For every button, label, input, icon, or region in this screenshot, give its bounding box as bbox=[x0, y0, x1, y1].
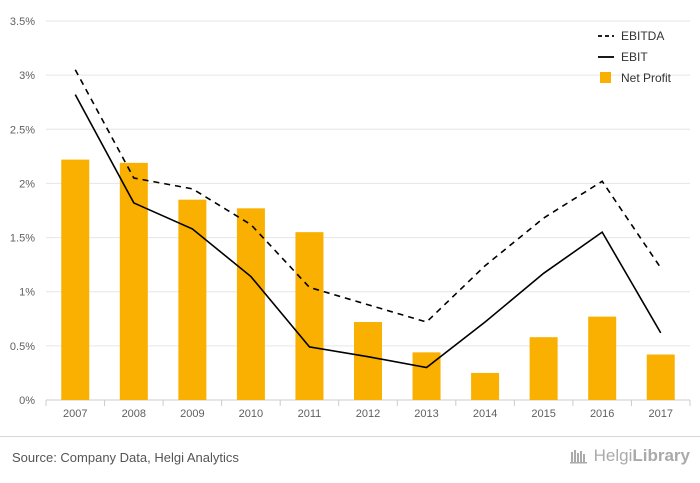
x-tick-label: 2014 bbox=[473, 408, 497, 420]
bar-net-profit bbox=[178, 199, 207, 400]
y-tick-label: 3.5% bbox=[10, 16, 35, 28]
x-tick-label: 2009 bbox=[180, 408, 204, 420]
bar-net-profit bbox=[295, 232, 324, 400]
bar-net-profit bbox=[471, 372, 500, 400]
line-ebit bbox=[74, 94, 662, 369]
bar-net-profit bbox=[646, 354, 675, 400]
legend-label: EBITDA bbox=[621, 29, 664, 43]
x-tick-label: 2017 bbox=[648, 408, 672, 420]
bar-net-profit bbox=[588, 316, 617, 400]
x-tick-label: 2011 bbox=[298, 408, 322, 420]
x-tick-label: 2012 bbox=[356, 408, 380, 420]
y-tick-label: 2% bbox=[19, 178, 35, 190]
x-tick-label: 2015 bbox=[531, 408, 555, 420]
bar-net-profit bbox=[236, 208, 265, 400]
library-books-icon bbox=[569, 450, 587, 464]
footer-divider bbox=[0, 436, 700, 437]
bar-net-profit bbox=[529, 337, 558, 400]
x-tick-label: 2008 bbox=[122, 408, 146, 420]
x-tick-label: 2016 bbox=[590, 408, 614, 420]
y-tick-label: 3% bbox=[19, 70, 35, 82]
x-tick-label: 2010 bbox=[239, 408, 263, 420]
y-tick-label: 1.5% bbox=[10, 233, 35, 245]
brand-name-regular: Helgi bbox=[593, 446, 633, 465]
line-ebitda bbox=[74, 69, 662, 323]
legend-label: Net Profit bbox=[621, 71, 672, 85]
helgi-library-logo[interactable]: HelgiLibrary bbox=[569, 446, 690, 466]
legend-symbol-net-profit bbox=[600, 72, 611, 83]
y-tick-label: 0% bbox=[19, 395, 35, 407]
bar-net-profit bbox=[61, 159, 90, 400]
source-note: Source: Company Data, Helgi Analytics bbox=[12, 450, 239, 465]
bar-net-profit bbox=[354, 322, 382, 400]
y-tick-label: 1% bbox=[19, 287, 35, 299]
legend-label: EBIT bbox=[621, 50, 648, 64]
bar-net-profit bbox=[119, 162, 148, 400]
y-tick-label: 0.5% bbox=[10, 341, 35, 353]
brand-name-bold: Library bbox=[632, 446, 690, 465]
x-tick-label: 2007 bbox=[63, 408, 87, 420]
y-tick-label: 2.5% bbox=[10, 124, 35, 136]
chart: 0% 0.5% 1% 1.5% 2% 2.5% 3% 3.5% 2007 2008 2009 2010… bbox=[10, 16, 691, 420]
x-tick-label: 2013 bbox=[414, 408, 438, 420]
